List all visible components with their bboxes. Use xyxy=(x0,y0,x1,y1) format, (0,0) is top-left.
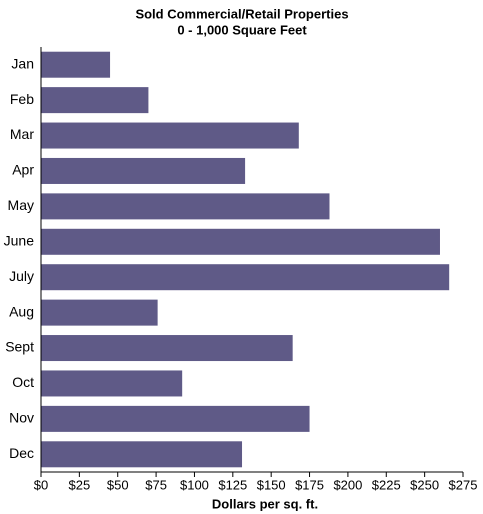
bar xyxy=(41,441,243,468)
y-tick-label: Aug xyxy=(9,303,34,319)
x-tick-label: $250 xyxy=(410,477,439,492)
bar xyxy=(41,405,310,432)
x-tick-label: $225 xyxy=(372,477,401,492)
y-tick-label: June xyxy=(4,232,35,248)
y-tick-label: Apr xyxy=(12,162,34,178)
y-tick-label: Oct xyxy=(12,374,34,390)
x-tick-label: $200 xyxy=(333,477,362,492)
y-tick-label: July xyxy=(9,268,34,284)
bar xyxy=(41,299,158,326)
y-tick-label: Sept xyxy=(5,339,34,355)
bar xyxy=(41,193,330,220)
y-tick-label: Dec xyxy=(9,445,34,461)
bar xyxy=(41,335,293,362)
x-tick-label: $175 xyxy=(295,477,324,492)
bar xyxy=(41,122,299,149)
y-tick-label: Mar xyxy=(10,126,34,142)
y-tick-label: May xyxy=(8,197,34,213)
x-tick-label: $125 xyxy=(218,477,247,492)
bar xyxy=(41,370,183,397)
bar xyxy=(41,228,440,255)
chart-subtitle: 0 - 1,000 Square Feet xyxy=(177,22,307,37)
x-tick-label: $100 xyxy=(180,477,209,492)
y-tick-label: Nov xyxy=(9,410,34,426)
bar xyxy=(41,157,246,184)
chart-title: Sold Commercial/Retail Properties xyxy=(135,6,348,21)
x-tick-label: $0 xyxy=(34,477,48,492)
bar xyxy=(41,51,111,78)
y-tick-label: Feb xyxy=(10,91,34,107)
bar xyxy=(41,264,450,291)
x-tick-label: $75 xyxy=(145,477,167,492)
x-axis-label: Dollars per sq. ft. xyxy=(212,496,318,511)
x-tick-label: $50 xyxy=(107,477,129,492)
bar xyxy=(41,87,149,114)
x-tick-label: $25 xyxy=(69,477,91,492)
x-tick-label: $275 xyxy=(449,477,478,492)
y-tick-label: Jan xyxy=(11,55,34,71)
x-tick-label: $150 xyxy=(257,477,286,492)
